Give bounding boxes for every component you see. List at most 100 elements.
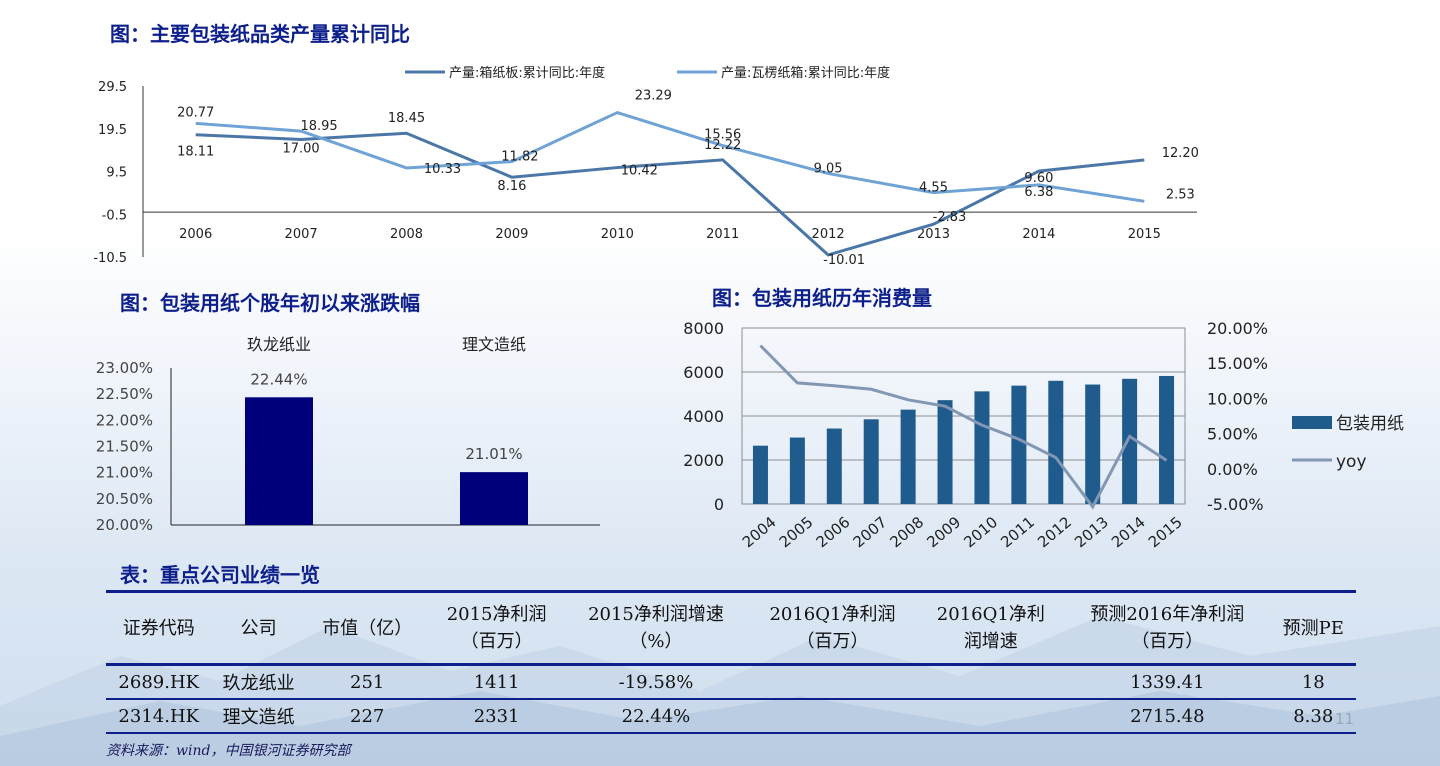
column-header-text: 2016Q1净利润: [769, 604, 896, 625]
x-tick-label: 2015: [1145, 513, 1186, 551]
bar: [789, 437, 805, 504]
bar: [826, 428, 842, 504]
bar: [1048, 380, 1064, 504]
column-header: 证券代码: [106, 592, 212, 665]
column-header-text: 2016Q1净利: [936, 604, 1045, 625]
stock-ytd-bar-chart: 23.00% 22.50% 22.00% 21.50% 21.00% 20.50% 20.0…: [96, 335, 600, 534]
table-body: 2689.HK 玖龙纸业 251 1411 -19.58% 1339.41 18 2314.H…: [106, 665, 1356, 733]
column-header-text: （百万）: [796, 631, 869, 652]
performance-table: 证券代码 公司 市值（亿） 2015净利润 （百万） 2015净利润增速 （%） 2016Q1…: [106, 590, 1356, 734]
data-label: 23.29: [635, 89, 672, 104]
bar-value-label: 22.44%: [250, 370, 307, 388]
bar: [1122, 378, 1138, 504]
column-header-text: 市值（亿）: [322, 617, 413, 639]
right-tick-label: 10.00%: [1207, 389, 1268, 408]
x-tick-label: 2013: [917, 227, 950, 242]
column-header: 2016Q1净利润 （百万）: [747, 592, 917, 665]
data-label: 9.05: [814, 161, 843, 176]
x-tick-label: 2014: [1022, 227, 1055, 242]
table-row: 2314.HK 理文造纸 227 2331 22.44% 2715.48 8.38: [106, 699, 1356, 733]
data-label: 2.53: [1166, 187, 1195, 202]
mountain-background: [0, 616, 1440, 766]
y-tick-label: 29.5: [98, 80, 127, 95]
left-tick-label: 6000: [683, 363, 724, 382]
data-label: 18.45: [388, 111, 425, 126]
y-tick-label: 23.00%: [96, 359, 153, 377]
data-label: 10.42: [621, 164, 658, 179]
y-tick-label: 21.00%: [96, 464, 153, 482]
table-cell: -19.58%: [618, 671, 694, 693]
bar: [900, 409, 916, 504]
series-line-2: [195, 110, 1145, 203]
table-title: 表：重点公司业绩一览: [120, 563, 320, 587]
x-tick-label: 2015: [1128, 227, 1161, 242]
data-label: 8.16: [497, 179, 526, 194]
series-line-1: [195, 131, 1145, 257]
yoy-line: [759, 344, 1168, 510]
column-header: 预测PE: [1271, 592, 1356, 665]
table-row: 2689.HK 玖龙纸业 251 1411 -19.58% 1339.41 18: [106, 665, 1356, 699]
data-label: 17.00: [282, 141, 319, 156]
x-tick-label: 2010: [960, 513, 1001, 551]
data-label: 18.95: [300, 119, 337, 134]
y-tick-label: 22.00%: [96, 411, 153, 429]
bar-value-label: 21.01%: [465, 445, 522, 463]
column-header-text: 预测PE: [1282, 617, 1344, 639]
table-cell: 2314.HK: [118, 705, 200, 727]
column-header: 预测2016年净利润 （百万）: [1064, 592, 1270, 665]
x-tick-label: 2005: [776, 513, 817, 551]
table-cell: 251: [350, 671, 385, 693]
column-header: 市值（亿）: [306, 592, 429, 665]
x-tick-label: 2004: [739, 513, 780, 551]
y-tick-label: -0.5: [102, 208, 127, 223]
right-tick-label: -5.00%: [1207, 495, 1264, 514]
left-tick-label: 4000: [683, 407, 724, 426]
column-header-text: （%）: [629, 631, 683, 652]
x-tick-label: 2009: [495, 227, 528, 242]
table-cell: 227: [350, 705, 385, 727]
production-yoy-line-chart: 29.5 19.5 9.5 -0.5 -10.5 2006 2007 2008 2009 2010…: [93, 65, 1199, 268]
column-header-text: （百万）: [460, 631, 533, 652]
bar: [460, 472, 528, 525]
x-tick-label: 2010: [601, 227, 634, 242]
data-label: 4.55: [919, 181, 948, 196]
table-header-row: 证券代码 公司 市值（亿） 2015净利润 （百万） 2015净利润增速 （%） 2016Q1…: [106, 591, 1356, 665]
legend-swatch-bar: [1292, 416, 1332, 429]
data-label: 11.82: [501, 150, 538, 165]
x-tick-label: 2006: [813, 513, 854, 551]
right-tick-label: 5.00%: [1207, 425, 1258, 444]
data-label: -10.01: [823, 253, 865, 268]
right-tick-label: 20.00%: [1207, 319, 1268, 338]
consumption-combo-chart: 8000 6000 4000 2000 0 20.00% 15.00% 10.00% 5.00%…: [683, 319, 1404, 551]
column-header: 2015净利润 （百万）: [429, 592, 565, 665]
x-tick-label: 2007: [850, 513, 891, 551]
source-note: 资料来源：wind，中国银河证券研究部: [106, 743, 351, 759]
legend-label-bar: 包装用纸: [1336, 414, 1404, 434]
column-header-text: 证券代码: [122, 617, 195, 639]
table-cell: 2689.HK: [118, 671, 200, 693]
table-cell: 2331: [473, 705, 520, 727]
x-tick-label: 2012: [1034, 513, 1075, 551]
data-label: 10.33: [424, 162, 461, 177]
data-label: 9.60: [1024, 171, 1053, 186]
bar: [1011, 385, 1027, 504]
left-tick-label: 8000: [683, 319, 724, 338]
bar: [752, 445, 768, 504]
y-tick-label: 22.50%: [96, 385, 153, 403]
column-header-text: 预测2016年净利润: [1090, 604, 1245, 625]
x-tick-label: 2009: [923, 513, 964, 551]
y-tick-label: 9.5: [106, 166, 127, 181]
data-label: 12.20: [1162, 146, 1199, 161]
category-label: 玖龙纸业: [247, 335, 311, 354]
table-cell: 22.44%: [621, 705, 691, 727]
bar: [937, 400, 953, 504]
y-tick-label: 20.50%: [96, 490, 153, 508]
y-tick-label: 20.00%: [96, 516, 153, 534]
legend-label-2: 产量:瓦楞纸箱:累计同比:年度: [721, 65, 890, 81]
column-header: 2015净利润增速 （%）: [565, 592, 748, 665]
bar: [863, 419, 879, 504]
column-header-text: 2015净利润增速: [588, 604, 724, 625]
table-cell: 理文造纸: [222, 707, 295, 728]
top-chart-title: 图：主要包装纸品类产量累计同比: [110, 22, 410, 46]
table-cell: 玖龙纸业: [222, 673, 295, 694]
